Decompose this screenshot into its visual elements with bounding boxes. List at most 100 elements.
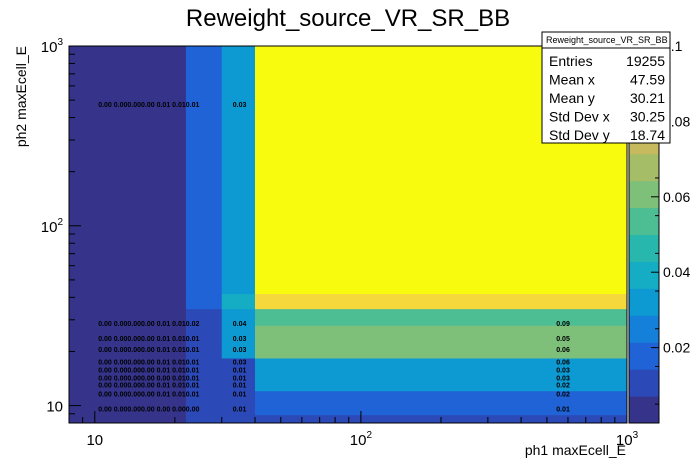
heatmap-cell	[144, 414, 187, 424]
y-axis: 10 102 103	[41, 37, 81, 424]
heatmap-cell	[185, 374, 223, 384]
heatmap-cell	[221, 349, 256, 359]
heatmap-cell	[144, 398, 187, 407]
heatmap-cell	[144, 333, 187, 343]
heatmap-cell	[69, 293, 115, 310]
heatmap-cell	[255, 374, 628, 384]
cell-label: 0.01	[233, 383, 247, 390]
heatmap-cell	[69, 325, 115, 334]
heatmap-cell	[113, 46, 146, 295]
stats-value: 18.74	[630, 127, 665, 143]
heatmap-cell	[144, 46, 187, 295]
heatmap-cell	[185, 349, 223, 359]
heatmap-cell	[255, 316, 628, 326]
cell-label: 0.01	[233, 407, 247, 414]
color-scale-band	[629, 288, 659, 316]
heatmap-cell	[185, 316, 223, 326]
heatmap-cell	[113, 406, 146, 416]
heatmap-cell	[113, 357, 146, 367]
cell-label: 0.02	[556, 383, 570, 390]
heatmap-cell	[185, 46, 223, 295]
heatmap-cell	[69, 414, 115, 424]
x-axis: 10 102 103	[68, 411, 639, 449]
cell-label: 0.01	[233, 392, 247, 399]
heatmap-cell	[221, 316, 256, 326]
color-scale-band	[629, 207, 659, 235]
color-scale-band	[629, 396, 659, 424]
y-tick-label: 10	[46, 399, 63, 416]
heatmap-cell	[144, 406, 187, 416]
heatmap-cell	[69, 349, 115, 359]
heatmap-cell	[144, 390, 187, 400]
color-scale-band	[629, 342, 659, 370]
cell-label: 0.05	[556, 336, 570, 343]
cell-label: 0.03	[233, 102, 247, 109]
heatmap-cell	[144, 357, 187, 367]
heatmap-cell	[185, 333, 223, 343]
stats-value: 19255	[626, 53, 665, 69]
x-tick-label: 10	[86, 432, 103, 449]
stats-label: Std Dev y	[549, 127, 610, 143]
heatmap-cell	[69, 366, 115, 375]
heatmap-cell	[69, 357, 115, 367]
stats-label: Mean x	[549, 72, 595, 88]
heatmap-cell	[221, 325, 256, 334]
heatmap-cell	[221, 382, 256, 392]
heatmap-cell	[113, 333, 146, 343]
color-scale-label: 0.06	[663, 189, 690, 205]
cell-label: 0.01	[556, 407, 570, 414]
heatmap-cell	[113, 308, 146, 318]
cell-label: 0.00 0.000.000.00 0.01 0.010.01	[98, 367, 199, 374]
heatmap-cell	[221, 293, 256, 310]
heatmap-cell	[113, 414, 146, 424]
heatmap-cell	[69, 333, 115, 343]
heatmap-cell	[221, 406, 256, 416]
heatmap-cell	[69, 341, 115, 351]
stats-value: 30.21	[630, 90, 665, 106]
color-scale-label: 0.02	[663, 340, 690, 356]
heatmap-cell	[185, 414, 223, 424]
heatmap-cell	[255, 333, 628, 343]
heatmap-cell	[221, 374, 256, 384]
heatmap-cell	[255, 341, 628, 351]
heatmap-cell	[185, 398, 223, 407]
color-scale-band	[629, 234, 659, 262]
heatmap-cell	[221, 414, 256, 424]
heatmap-cell	[255, 308, 628, 318]
heatmap-cell	[69, 406, 115, 416]
heatmap-cell	[221, 398, 256, 407]
heatmap-cell	[255, 390, 628, 400]
stats-frame	[541, 31, 671, 144]
cell-label: 0.00 0.000.000.00 0.01 0.010.01	[98, 336, 199, 343]
color-scale-band	[629, 153, 659, 182]
heatmap-cell	[185, 406, 223, 416]
color-scale-band	[629, 315, 659, 343]
cell-label: 0.02	[556, 392, 570, 399]
heatmap-cell	[185, 366, 223, 375]
x-tick-label: 102	[350, 430, 373, 449]
cell-label: 0.01	[233, 367, 247, 374]
heatmap-cell	[144, 341, 187, 351]
heatmap-cell	[255, 325, 628, 334]
cell-label: 0.00 0.000.000.00 0.01 0.010.01	[98, 359, 199, 366]
heatmap-cell	[144, 293, 187, 310]
stats-box: Reweight_source_VR_SR_BB Entries 19255 Mean…	[541, 31, 671, 144]
x-tick-label: 103	[616, 430, 639, 449]
heatmap-cell	[185, 341, 223, 351]
heatmap-cell	[144, 374, 187, 384]
heatmap-cell	[185, 308, 223, 318]
color-scale-label: 0.04	[663, 264, 690, 280]
heatmap-cell	[113, 382, 146, 392]
heatmap-cell	[69, 374, 115, 384]
cell-label: 0.03	[556, 367, 570, 374]
stats-name: Reweight_source_VR_SR_BB	[546, 35, 668, 45]
heatmap-cell	[144, 308, 187, 318]
heatmap-cell	[69, 398, 115, 407]
heatmap-cell	[69, 308, 115, 318]
cell-label: 0.00 0.000.000.00 0.01 0.010.02	[98, 321, 199, 328]
x-axis-label: ph1 maxEcell_E	[525, 442, 626, 458]
heatmap-cell	[255, 349, 628, 359]
cell-labels: 0.00 0.000.000.00 0.00 0.000.00 0.01 0.010…	[98, 102, 570, 414]
stats-label: Entries	[549, 53, 593, 69]
